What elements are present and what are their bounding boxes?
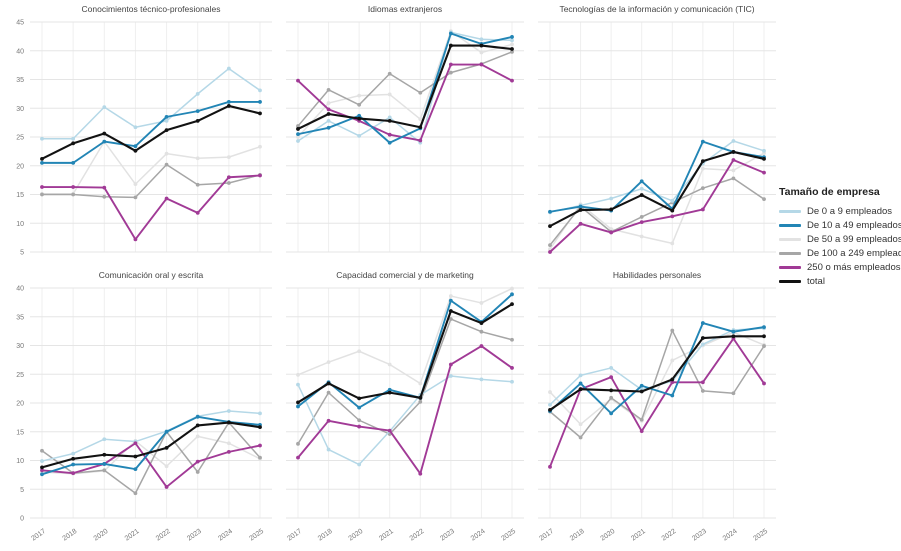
svg-text:2025: 2025 — [248, 528, 265, 543]
chart-panel-idiomas: Idiomas extranjeros — [278, 0, 530, 266]
svg-text:2018: 2018 — [62, 528, 79, 543]
legend-label-5: total — [807, 276, 825, 287]
svg-text:20: 20 — [16, 401, 24, 408]
legend-swatch-5 — [779, 280, 801, 283]
svg-text:2021: 2021 — [378, 528, 395, 543]
svg-text:2023: 2023 — [186, 528, 203, 543]
legend-swatch-1 — [779, 224, 801, 227]
svg-text:20: 20 — [16, 163, 24, 170]
legend-swatch-3 — [779, 252, 801, 255]
svg-text:2021: 2021 — [630, 528, 647, 543]
legend-label-0: De 0 a 9 empleados — [807, 206, 893, 217]
svg-text:2022: 2022 — [409, 528, 426, 543]
legend-label-3: De 100 a 249 empleados — [807, 248, 901, 259]
svg-text:10: 10 — [16, 221, 24, 228]
svg-text:2025: 2025 — [752, 528, 769, 543]
svg-text:2024: 2024 — [722, 528, 739, 543]
chart-panel-tic: Tecnologías de la información y comunica… — [530, 0, 782, 266]
chart-panel-conocimientos: Conocimientos técnico-profesionales 45 40 3… — [0, 0, 278, 266]
svg-text:30: 30 — [16, 343, 24, 350]
svg-text:Capacidad comercial y de marke: Capacidad comercial y de marketing — [336, 270, 474, 280]
svg-text:2024: 2024 — [217, 528, 234, 543]
svg-text:25: 25 — [16, 372, 24, 379]
line-chart-habilidades: Habilidades personales 2017 2018 2020 2021 20… — [538, 270, 776, 543]
svg-text:2023: 2023 — [439, 528, 456, 543]
legend-label-2: De 50 a 99 empleados — [807, 234, 901, 245]
svg-text:2020: 2020 — [348, 528, 365, 543]
legend-swatch-2 — [779, 238, 801, 241]
line-chart-comunicacion: Comunicación oral y escrita 40 35 30 25 20 15 1… — [16, 270, 272, 543]
svg-text:Comunicación oral y escrita: Comunicación oral y escrita — [99, 270, 204, 280]
svg-text:35: 35 — [16, 314, 24, 321]
svg-text:2024: 2024 — [470, 528, 487, 543]
small-multiples-grid: Conocimientos técnico-profesionales 45 40 3… — [0, 0, 782, 550]
legend-swatch-4 — [779, 266, 801, 269]
legend-swatch-0 — [779, 210, 801, 213]
svg-text:2022: 2022 — [155, 528, 172, 543]
svg-text:25: 25 — [16, 135, 24, 142]
svg-text:15: 15 — [16, 429, 24, 436]
svg-text:2023: 2023 — [691, 528, 708, 543]
svg-text:0: 0 — [20, 516, 24, 523]
chart-panel-comunicacion: Comunicación oral y escrita 40 35 30 25 20 15 1… — [0, 266, 278, 550]
svg-text:40: 40 — [16, 286, 24, 293]
chart-panel-habilidades: Habilidades personales 2017 2018 2020 2021 20… — [530, 266, 782, 550]
legend-title: Tamaño de empresa — [779, 186, 880, 198]
svg-text:45: 45 — [16, 20, 24, 27]
svg-text:2020: 2020 — [600, 528, 617, 543]
legend-item-5: total — [779, 276, 901, 287]
svg-text:2025: 2025 — [500, 528, 517, 543]
line-chart-conocimientos: Conocimientos técnico-profesionales 45 40 3… — [16, 4, 272, 257]
svg-text:2017: 2017 — [538, 528, 555, 543]
svg-text:Tecnologías de la información: Tecnologías de la información y comunica… — [559, 4, 754, 14]
legend-item-0: De 0 a 9 empleados — [779, 206, 901, 217]
svg-text:Idiomas extranjeros: Idiomas extranjeros — [368, 4, 442, 14]
svg-text:35: 35 — [16, 77, 24, 84]
line-chart-tic: Tecnologías de la información y comunica… — [538, 4, 776, 254]
svg-text:5: 5 — [20, 250, 24, 257]
svg-text:5: 5 — [20, 487, 24, 494]
legend-label-4: 250 o más empleados — [807, 262, 901, 273]
legend-item-1: De 10 a 49 empleados — [779, 220, 901, 231]
svg-text:2022: 2022 — [661, 528, 678, 543]
svg-text:Habilidades personales: Habilidades personales — [613, 270, 701, 280]
svg-text:2021: 2021 — [124, 528, 141, 543]
legend-item-3: De 100 a 249 empleados — [779, 248, 901, 259]
chart-panel-capacidad-comercial: Capacidad comercial y de marketing 2017 20… — [278, 266, 530, 550]
legend-item-4: 250 o más empleados — [779, 262, 901, 273]
svg-text:2020: 2020 — [93, 528, 110, 543]
line-chart-idiomas: Idiomas extranjeros — [286, 4, 524, 253]
svg-text:10: 10 — [16, 458, 24, 465]
svg-text:40: 40 — [16, 48, 24, 55]
legend-items: De 0 a 9 empleados De 10 a 49 empleados De… — [779, 206, 901, 287]
legend: Tamaño de empresa De 0 a 9 empleados De 1… — [779, 186, 901, 290]
svg-text:30: 30 — [16, 106, 24, 113]
svg-text:15: 15 — [16, 192, 24, 199]
svg-text:2018: 2018 — [569, 528, 586, 543]
svg-text:2017: 2017 — [30, 528, 47, 543]
line-chart-capacidad-comercial: Capacidad comercial y de marketing 2017 20… — [286, 270, 524, 543]
svg-text:2018: 2018 — [317, 528, 334, 543]
legend-item-2: De 50 a 99 empleados — [779, 234, 901, 245]
legend-label-1: De 10 a 49 empleados — [807, 220, 901, 231]
svg-text:2017: 2017 — [286, 528, 303, 543]
svg-text:Conocimientos técnico-profesio: Conocimientos técnico-profesionales — [82, 4, 221, 14]
